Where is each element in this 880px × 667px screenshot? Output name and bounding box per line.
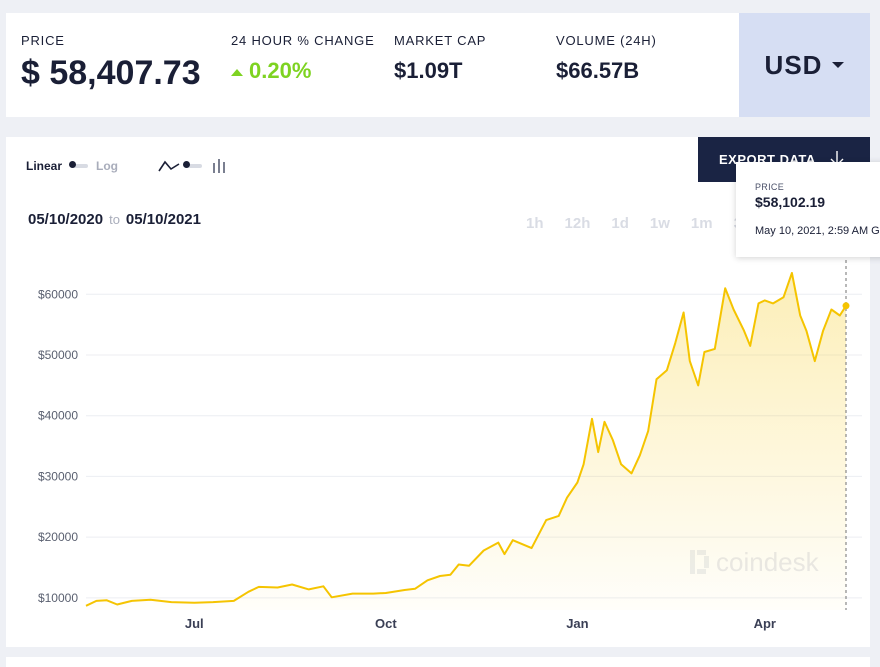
timeframe-buttons: 1h 12h 1d 1w 1m 3 [526,215,763,232]
date-range[interactable]: 05/10/2020 to 05/10/2021 [28,211,201,228]
price-tooltip: PRICE $58,102.19 May 10, 2021, 2:59 AM G [736,162,880,257]
currency-dropdown[interactable]: USD [739,13,870,117]
market-cap-label: MARKET CAP [394,33,487,48]
currency-label: USD [764,49,823,80]
tooltip-date: May 10, 2021, 2:59 AM G [755,225,880,237]
line-chart-icon[interactable] [158,159,180,173]
range-end[interactable]: 05/10/2021 [125,211,201,228]
chart-type-toggle-switch[interactable] [183,161,203,168]
price-label: PRICE [21,33,65,48]
timeframe-1d[interactable]: 1d [611,215,629,232]
volume-label: VOLUME (24H) [556,33,657,48]
price-value: $ 58,407.73 [21,54,201,92]
change-label: 24 HOUR % CHANGE [231,33,375,48]
tooltip-label: PRICE [755,182,785,192]
volume-stat: VOLUME (24H) $66.57B [556,33,657,84]
timeframe-1h[interactable]: 1h [526,215,544,232]
scale-toggles: Linear Log [26,159,226,173]
stats-bar: PRICE $ 58,407.73 24 HOUR % CHANGE 0.20%… [6,13,870,117]
range-start[interactable]: 05/10/2020 [28,211,104,228]
change-value-wrap: 0.20% [231,58,375,84]
change-stat: 24 HOUR % CHANGE 0.20% [231,33,375,84]
tooltip-value: $58,102.19 [755,194,826,210]
timeframe-1w[interactable]: 1w [649,215,670,232]
timeframe-1m[interactable]: 1m [690,215,713,232]
market-cap-stat: MARKET CAP $1.09T [394,33,486,84]
bar-chart-icon[interactable] [212,159,226,173]
price-stat: PRICE $ 58,407.73 [21,33,201,93]
arrow-up-icon [231,68,243,76]
caret-down-icon [832,62,845,68]
linear-label: Linear [26,159,63,173]
log-label: Log [96,159,119,173]
volume-value: $66.57B [556,58,640,83]
range-to: to [109,212,120,227]
timeframe-12h[interactable]: 12h [564,215,591,232]
change-value: 0.20% [249,58,312,83]
scale-toggle-switch[interactable] [69,161,89,168]
bottom-panel [6,657,870,667]
market-cap-value: $1.09T [394,58,463,83]
